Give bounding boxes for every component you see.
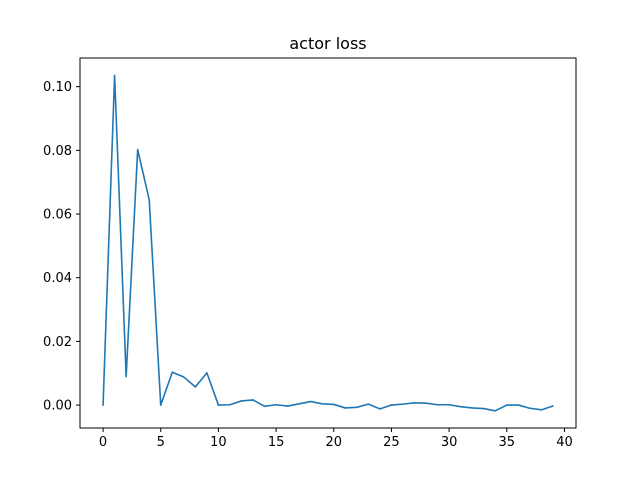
x-axis: 0 5 10 15 20 25 30 35 40 (99, 428, 573, 450)
x-tick-label: 15 (268, 435, 285, 450)
data-point (171, 371, 174, 374)
y-tick-label: 0.00 (43, 399, 72, 414)
y-tick-label: 0.02 (43, 335, 72, 350)
data-point (275, 403, 277, 406)
plot-frame (79, 57, 577, 429)
data-point (367, 403, 370, 405)
data-point (356, 406, 358, 409)
y-tick-label: 0.10 (43, 80, 72, 95)
chart-title: actor loss (289, 34, 366, 53)
series-line-0 (102, 74, 554, 412)
data-point (252, 399, 254, 401)
data-point (413, 402, 416, 404)
data-point (229, 403, 231, 406)
data-point (194, 386, 197, 388)
x-tick-label: 20 (325, 435, 342, 450)
data-point (309, 400, 312, 403)
data-point (240, 400, 243, 402)
x-tick-label: 30 (441, 435, 458, 450)
data-point (459, 405, 462, 408)
data-point (552, 405, 554, 407)
data-point (263, 405, 266, 408)
x-tick-label: 35 (499, 435, 516, 450)
data-point (390, 404, 393, 406)
data-point (425, 402, 427, 404)
data-point (298, 403, 300, 405)
data-point (436, 403, 439, 406)
data-point (471, 407, 473, 409)
data-point (402, 403, 404, 405)
data-point (113, 74, 116, 77)
data-point (148, 198, 151, 201)
data-point (136, 148, 139, 151)
y-tick-label: 0.04 (43, 271, 72, 286)
data-point (321, 403, 324, 405)
x-tick-label: 10 (210, 435, 227, 450)
data-point (482, 407, 485, 410)
x-tick-label: 0 (99, 435, 107, 450)
series-layer (102, 74, 554, 412)
data-point (540, 409, 543, 411)
y-tick-label: 0.08 (43, 144, 72, 159)
data-point (159, 404, 162, 406)
data-point (517, 404, 520, 406)
data-point (332, 403, 335, 406)
data-point (529, 407, 531, 410)
x-tick-label: 40 (556, 435, 573, 450)
data-point (206, 372, 208, 374)
x-tick-label: 5 (157, 435, 165, 450)
data-point (125, 375, 127, 378)
data-point (344, 407, 347, 409)
y-tick-label: 0.06 (43, 208, 72, 223)
data-point (379, 408, 381, 410)
data-point (286, 405, 289, 407)
data-point (448, 403, 450, 406)
data-point (183, 376, 185, 378)
data-point (505, 404, 508, 406)
data-point (217, 404, 220, 406)
data-point (102, 404, 104, 406)
y-axis: 0.00 0.02 0.04 0.06 0.08 0.10 (43, 80, 80, 414)
x-tick-label: 25 (383, 435, 400, 450)
plot-area (80, 58, 576, 428)
data-point (494, 410, 497, 412)
